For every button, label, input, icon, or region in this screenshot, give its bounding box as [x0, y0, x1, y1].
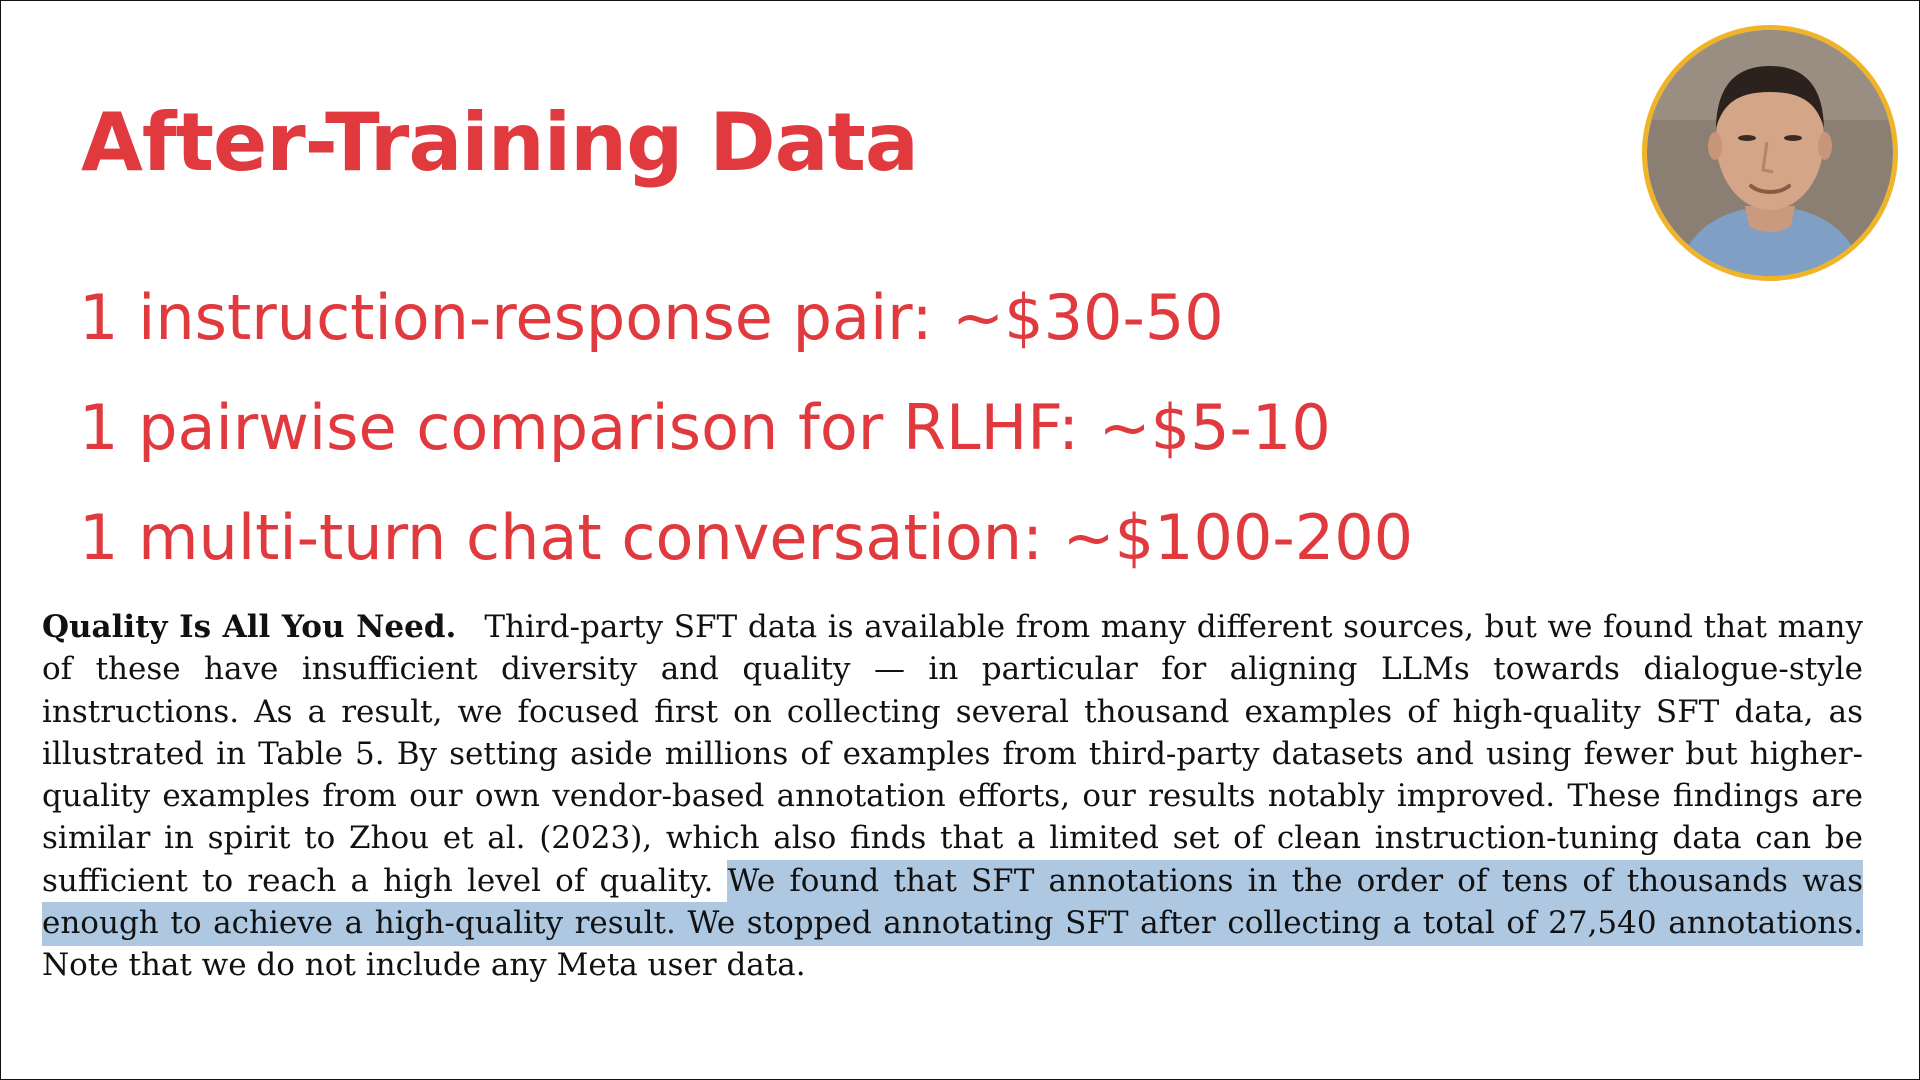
price-item-pairwise-comparison: 1 pairwise comparison for RLHF: ~$5-10	[79, 391, 1331, 464]
price-list: 1 instruction-response pair: ~$30-50 1 p…	[79, 263, 1413, 593]
slide-title: After-Training Data	[81, 96, 919, 189]
excerpt-highlight: We found that SFT annotations in the ord…	[42, 859, 1863, 947]
price-item-multi-turn-chat: 1 multi-turn chat conversation: ~$100-20…	[79, 501, 1414, 574]
paper-excerpt: Quality Is All You Need. Third-party SFT …	[42, 606, 1863, 987]
presenter-webcam-icon	[1642, 25, 1898, 281]
excerpt-text: Third-party SFT data is available from m…	[42, 609, 1863, 899]
presenter-avatar-image	[1647, 30, 1893, 276]
excerpt-heading: Quality Is All You Need.	[42, 609, 457, 645]
price-item-instruction-response: 1 instruction-response pair: ~$30-50	[79, 281, 1224, 354]
excerpt-text-end: Note that we do not include any Meta use…	[42, 947, 806, 984]
